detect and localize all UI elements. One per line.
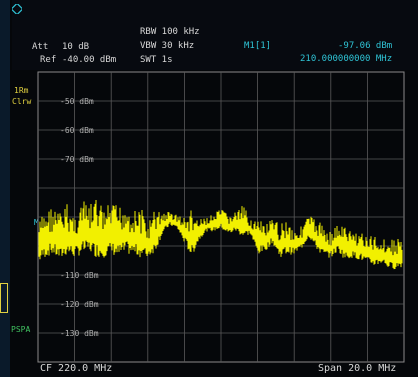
vbw-setting: VBW 30 kHz	[140, 41, 195, 51]
rbw-setting: RBW 100 kHz	[140, 27, 200, 37]
marker-level: -97.06 dBm	[338, 41, 393, 51]
marker-tag: M	[34, 218, 39, 227]
span-setting: Span 20.0 MHz	[318, 363, 397, 374]
y-tick-label: -120 dBm	[60, 300, 99, 309]
y-tick-label: -130 dBm	[60, 329, 99, 338]
y-tick-label: -110 dBm	[60, 271, 99, 280]
att-value: 10 dB	[62, 42, 90, 52]
ref-label: Ref	[40, 55, 57, 65]
measurement-header	[12, 0, 418, 70]
plot-grid	[37, 71, 405, 363]
swt-setting: SWT 1s	[140, 55, 173, 65]
mode-tag: PSPA	[11, 325, 31, 334]
analyzer-logo-icon	[12, 4, 22, 14]
att-label: Att	[32, 42, 49, 52]
y-tick-label: -50 dBm	[60, 97, 94, 106]
y-tick-label: -70 dBm	[60, 155, 94, 164]
left-status-strip	[0, 0, 10, 377]
ref-value: -40.00 dBm	[62, 55, 117, 65]
center-frequency: CF 220.0 MHz	[40, 363, 113, 374]
spectrum-trace	[38, 200, 403, 270]
y-tick-label: -60 dBm	[60, 126, 94, 135]
marker-label: M1[1]	[244, 41, 272, 51]
side-marker-box	[0, 283, 8, 313]
trace-mode-2: Clrw	[12, 97, 32, 106]
y-tick-labels: -50 dBm -60 dBm -70 dBm -110 dBm -120 dBm -13…	[60, 97, 99, 338]
marker-frequency: 210.000000000 MHz	[300, 54, 393, 64]
trace-mode-1: 1Rm	[14, 86, 29, 95]
